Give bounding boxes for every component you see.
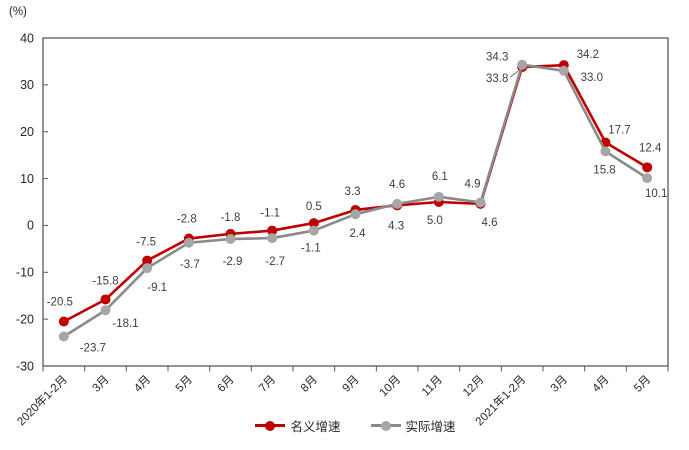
data-point-real bbox=[58, 331, 69, 342]
y-axis-tick-label: 10 bbox=[20, 172, 34, 186]
x-axis-tick-label: 9月 bbox=[340, 374, 361, 395]
data-point-real bbox=[433, 191, 444, 202]
data-point-nominal bbox=[308, 218, 319, 229]
data-label-real: 10.1 bbox=[645, 188, 667, 200]
data-point-real bbox=[475, 197, 486, 208]
data-label-nominal: 3.3 bbox=[345, 186, 361, 198]
data-point-real bbox=[600, 146, 611, 157]
data-label-real: -18.1 bbox=[112, 318, 138, 330]
legend-label-real: 实际增速 bbox=[405, 420, 456, 434]
data-label-leader-nominal bbox=[509, 70, 519, 78]
data-label-real: 2.4 bbox=[350, 228, 367, 240]
data-label-real: 34.3 bbox=[486, 52, 508, 64]
data-label-nominal: -1.8 bbox=[221, 212, 241, 224]
data-point-real bbox=[350, 209, 361, 220]
data-label-real: 6.1 bbox=[432, 171, 448, 183]
data-point-real bbox=[558, 65, 569, 76]
x-axis-tick-label: 3月 bbox=[90, 374, 111, 395]
series-line-real bbox=[63, 63, 648, 338]
x-axis-tick-label: 4月 bbox=[132, 374, 153, 395]
data-label-real: -1.1 bbox=[301, 243, 321, 255]
data-label-real: -2.9 bbox=[223, 256, 243, 268]
x-axis-tick-label: 12月 bbox=[461, 374, 487, 400]
data-label-real: 4.9 bbox=[465, 178, 481, 190]
data-label-nominal: -2.8 bbox=[177, 214, 197, 226]
data-label-nominal: 34.2 bbox=[577, 49, 599, 61]
legend-marker-real-icon bbox=[370, 420, 401, 431]
data-label-nominal: -15.8 bbox=[92, 275, 118, 287]
x-axis-tick-label: 7月 bbox=[257, 374, 278, 395]
legend-marker-nominal-icon bbox=[255, 420, 286, 431]
data-label-real: 33.0 bbox=[581, 72, 603, 84]
data-label-nominal: 33.8 bbox=[486, 73, 508, 85]
x-axis-tick-label: 5月 bbox=[632, 374, 653, 395]
data-label-real: 15.8 bbox=[593, 164, 615, 176]
y-axis-tick-label: 0 bbox=[27, 219, 34, 233]
data-label-nominal: 17.7 bbox=[608, 124, 630, 136]
data-label-real: -9.1 bbox=[147, 282, 167, 294]
data-point-real bbox=[267, 233, 278, 244]
x-axis-tick-label: 3月 bbox=[549, 374, 570, 395]
data-point-real bbox=[308, 225, 319, 236]
y-axis-tick-label: 20 bbox=[20, 125, 34, 139]
x-axis-tick-label: 6月 bbox=[215, 374, 236, 395]
data-label-nominal: -1.1 bbox=[260, 208, 280, 220]
data-point-nominal bbox=[100, 294, 111, 305]
x-axis-tick-label: 11月 bbox=[420, 374, 445, 399]
data-point-real bbox=[225, 234, 236, 245]
data-label-real: -2.7 bbox=[265, 256, 285, 268]
data-point-real bbox=[183, 237, 194, 248]
y-axis-unit-label: (%) bbox=[9, 6, 27, 18]
legend-item-real: 实际增速 bbox=[370, 416, 456, 435]
y-axis-tick-label: -20 bbox=[16, 312, 34, 326]
data-point-real bbox=[142, 263, 153, 274]
data-label-nominal: 4.3 bbox=[388, 220, 404, 232]
data-label-real: -23.7 bbox=[80, 342, 106, 354]
data-label-nominal: 4.6 bbox=[482, 217, 498, 229]
data-point-nominal bbox=[142, 255, 153, 266]
y-axis-tick-label: -30 bbox=[16, 359, 34, 373]
data-point-nominal bbox=[58, 316, 69, 327]
y-axis-tick-label: 40 bbox=[20, 31, 34, 45]
data-label-nominal: -7.5 bbox=[136, 237, 156, 249]
data-point-real bbox=[517, 59, 528, 70]
data-label-nominal: -20.5 bbox=[47, 296, 73, 308]
data-label-nominal: 0.5 bbox=[306, 201, 322, 213]
data-point-nominal bbox=[642, 162, 653, 173]
plot-area bbox=[42, 37, 669, 367]
chart-legend: 名义增速 实际增速 bbox=[43, 416, 668, 435]
data-label-nominal: 12.4 bbox=[639, 142, 662, 154]
data-point-nominal bbox=[267, 225, 278, 236]
data-label-real: -3.7 bbox=[180, 259, 200, 271]
x-axis-tick-label: 8月 bbox=[299, 374, 320, 395]
data-label-nominal: 5.0 bbox=[427, 215, 443, 227]
data-label-real: 4.6 bbox=[389, 179, 405, 191]
x-axis-tick-label: 4月 bbox=[590, 374, 611, 395]
x-axis-tick-label: 10月 bbox=[378, 374, 404, 400]
data-point-real bbox=[642, 173, 653, 184]
data-point-real bbox=[100, 305, 111, 316]
y-axis-tick-label: -10 bbox=[16, 266, 34, 280]
y-axis-tick-label: 30 bbox=[20, 78, 34, 92]
data-point-real bbox=[392, 198, 403, 209]
legend-item-nominal: 名义增速 bbox=[255, 416, 341, 435]
x-axis-tick-label: 5月 bbox=[174, 374, 195, 395]
legend-label-nominal: 名义增速 bbox=[290, 420, 341, 434]
